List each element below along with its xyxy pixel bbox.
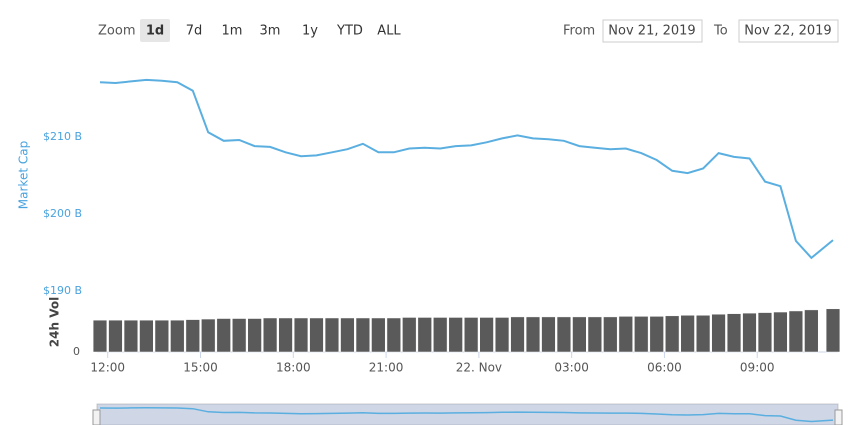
y2-axis-title: 24h Vol: [48, 297, 62, 347]
x-tick-label: 03:00: [554, 361, 589, 375]
y-axis-title: Market Cap: [17, 141, 31, 209]
volume-bar: [804, 309, 819, 353]
x-tick-label: 12:00: [90, 361, 125, 375]
zoom-button[interactable]: [218, 19, 246, 42]
to-label: To: [713, 24, 728, 39]
volume-bar: [417, 317, 432, 353]
volume-bar: [232, 318, 247, 353]
zoom-button[interactable]: [297, 19, 323, 42]
volume-bar: [355, 317, 371, 353]
volume-bar: [541, 316, 556, 353]
volume-bar: [773, 311, 788, 353]
volume-bar: [587, 316, 602, 353]
zoom-button-label[interactable]: 1m: [222, 24, 243, 39]
volume-bar: [665, 315, 680, 353]
volume-bar: [185, 319, 200, 353]
zoom-button[interactable]: [180, 19, 208, 42]
volume-bar: [479, 317, 494, 353]
volume-bar: [603, 316, 618, 353]
volume-bar: [402, 317, 417, 353]
volume-bar: [510, 316, 525, 353]
volume-bar: [726, 313, 742, 353]
volume-bar: [371, 317, 386, 353]
zoom-button-label[interactable]: YTD: [336, 24, 363, 39]
zoom-button-label[interactable]: 1y: [302, 24, 318, 39]
zoom-button[interactable]: [140, 19, 170, 42]
x-tick-label: 15:00: [183, 361, 218, 375]
navigator-handle[interactable]: [92, 409, 101, 425]
volume-bar: [433, 317, 448, 353]
y-tick-label: $190 B: [43, 284, 82, 297]
volume-bar: [757, 312, 773, 353]
volume-bar: [556, 316, 572, 353]
volume-bar: [139, 319, 154, 353]
navigator-handle[interactable]: [834, 409, 843, 425]
volume-bar: [788, 310, 804, 353]
volume-bar: [123, 319, 139, 353]
volume-bar: [572, 316, 587, 353]
zoom-button-label[interactable]: ALL: [377, 24, 401, 39]
volume-bar: [262, 317, 278, 353]
navigator-mask: [97, 404, 838, 425]
y2-tick-label: 0: [73, 345, 80, 358]
volume-bar: [293, 317, 309, 353]
y-tick-label: $210 B: [43, 130, 82, 143]
volume-bar: [742, 312, 757, 353]
volume-bar: [680, 315, 695, 353]
to-input[interactable]: [738, 19, 839, 43]
to-value[interactable]: Nov 22, 2019: [744, 24, 831, 39]
volume-bar: [247, 318, 262, 353]
x-tick-label: 22. Nov: [456, 361, 502, 375]
x-tick-label: 18:00: [276, 361, 311, 375]
y-tick-label: $200 B: [43, 207, 82, 220]
volume-bar: [324, 317, 340, 353]
volume-bar: [340, 317, 355, 353]
volume-bar: [634, 316, 649, 353]
from-label: From: [563, 24, 595, 39]
volume-bar: [711, 313, 726, 353]
price-line: [99, 78, 834, 260]
x-tick-label: 09:00: [740, 361, 775, 375]
zoom-button[interactable]: [256, 19, 284, 42]
volume-bar: [618, 316, 633, 353]
x-tick-label: 06:00: [647, 361, 682, 375]
volume-bar: [695, 315, 711, 353]
volume-bar: [201, 318, 216, 353]
volume-bar: [108, 319, 123, 353]
volume-bar: [309, 317, 324, 353]
zoom-label: Zoom: [98, 24, 135, 39]
navigator-line: [99, 407, 834, 423]
volume-bar: [649, 316, 664, 353]
zoom-button[interactable]: [373, 19, 405, 42]
zoom-button-label[interactable]: 3m: [260, 24, 281, 39]
volume-bar: [825, 308, 841, 353]
volume-bar: [154, 319, 169, 353]
volume-bar: [464, 317, 479, 353]
volume-bar: [494, 317, 510, 353]
from-input[interactable]: [602, 19, 703, 43]
from-value[interactable]: Nov 21, 2019: [608, 24, 695, 39]
volume-bar: [170, 319, 185, 353]
volume-bar: [216, 318, 231, 353]
volume-bar: [525, 316, 541, 353]
volume-bar: [92, 319, 108, 353]
x-tick-label: 21:00: [369, 361, 404, 375]
zoom-button[interactable]: [334, 19, 366, 42]
volume-bar: [278, 317, 293, 353]
volume-bar: [448, 317, 463, 353]
zoom-button-label[interactable]: 1d: [146, 24, 164, 39]
zoom-button-label[interactable]: 7d: [186, 24, 203, 39]
volume-bar: [386, 317, 401, 353]
